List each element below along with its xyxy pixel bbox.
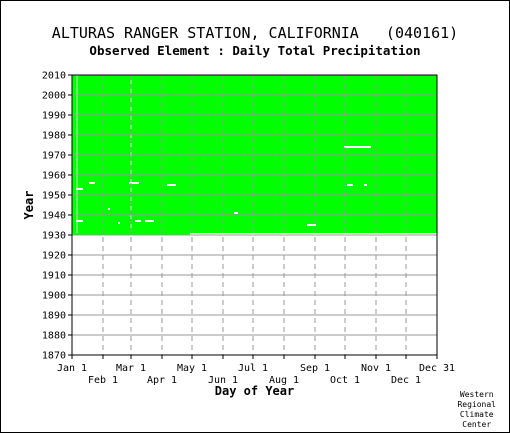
- x-tick-label: Jul 1: [238, 363, 268, 374]
- y-tick-label: 1950: [42, 191, 66, 202]
- missing-record: [167, 184, 176, 186]
- missing-record: [89, 182, 95, 184]
- x-tick-label: May 1: [177, 363, 207, 374]
- y-tick-label: 1910: [42, 271, 66, 282]
- y-tick-label: 1940: [42, 211, 66, 222]
- x-tick-label: Jan 1: [57, 363, 87, 374]
- x-tick-label: Dec 1: [391, 375, 421, 386]
- missing-record: [118, 222, 120, 224]
- y-tick-label: 2010: [42, 71, 66, 82]
- x-tick-label: Apr 1: [147, 375, 177, 386]
- observed-data-1930: [72, 233, 190, 235]
- y-axis-label: Year: [22, 191, 36, 220]
- x-tick-label: Jun 1: [208, 375, 238, 386]
- credit-line: Western: [459, 390, 494, 399]
- y-tick-label: 2000: [42, 91, 66, 102]
- x-tick-label: Aug 1: [269, 375, 299, 386]
- y-tick-label: 1930: [42, 231, 66, 242]
- y-tick-label: 1890: [42, 311, 66, 322]
- missing-record: [135, 220, 141, 222]
- credit-line: Regional: [457, 400, 496, 409]
- plot-border: [71, 74, 438, 356]
- missing-record: [76, 188, 83, 190]
- missing-record: [129, 182, 139, 184]
- chart-title: ALTURAS RANGER STATION, CALIFORNIA (0401…: [51, 24, 459, 42]
- observed-data-block: [72, 75, 437, 233]
- y-tick-label: 1990: [42, 111, 66, 122]
- missing-record: [344, 146, 371, 148]
- missing-record: [108, 208, 110, 210]
- x-tick-label: Mar 1: [116, 363, 146, 374]
- missing-record: [307, 224, 316, 226]
- missing-record: [145, 220, 154, 222]
- y-tick-label: 1970: [42, 151, 66, 162]
- x-tick-label: Dec 31: [419, 363, 455, 374]
- missing-record: [347, 184, 353, 186]
- missing-day-column: [76, 75, 78, 233]
- y-tick-label: 1960: [42, 171, 66, 182]
- y-tick-label: 1920: [42, 251, 66, 262]
- x-axis-label: Day of Year: [215, 384, 294, 398]
- missing-record: [76, 220, 83, 222]
- x-tick-label: Feb 1: [88, 375, 118, 386]
- missing-record: [364, 184, 367, 186]
- credit-line: Climate: [459, 410, 494, 419]
- wrcc-credit: Western Regional Climate Center: [457, 390, 496, 430]
- credit-line: Center: [462, 420, 492, 429]
- missing-record: [234, 212, 238, 214]
- chart-subtitle: Observed Element : Daily Total Precipita…: [89, 43, 421, 58]
- missing-day-column: [130, 75, 132, 233]
- y-tick-label: 1980: [42, 131, 66, 142]
- y-tick-label: 1870: [42, 351, 66, 362]
- x-tick-label: Nov 1: [361, 363, 391, 374]
- y-tick-label: 1880: [42, 331, 66, 342]
- x-tick-label: Sep 1: [300, 363, 330, 374]
- x-tick-label: Oct 1: [330, 375, 360, 386]
- y-tick-label: 1900: [42, 291, 66, 302]
